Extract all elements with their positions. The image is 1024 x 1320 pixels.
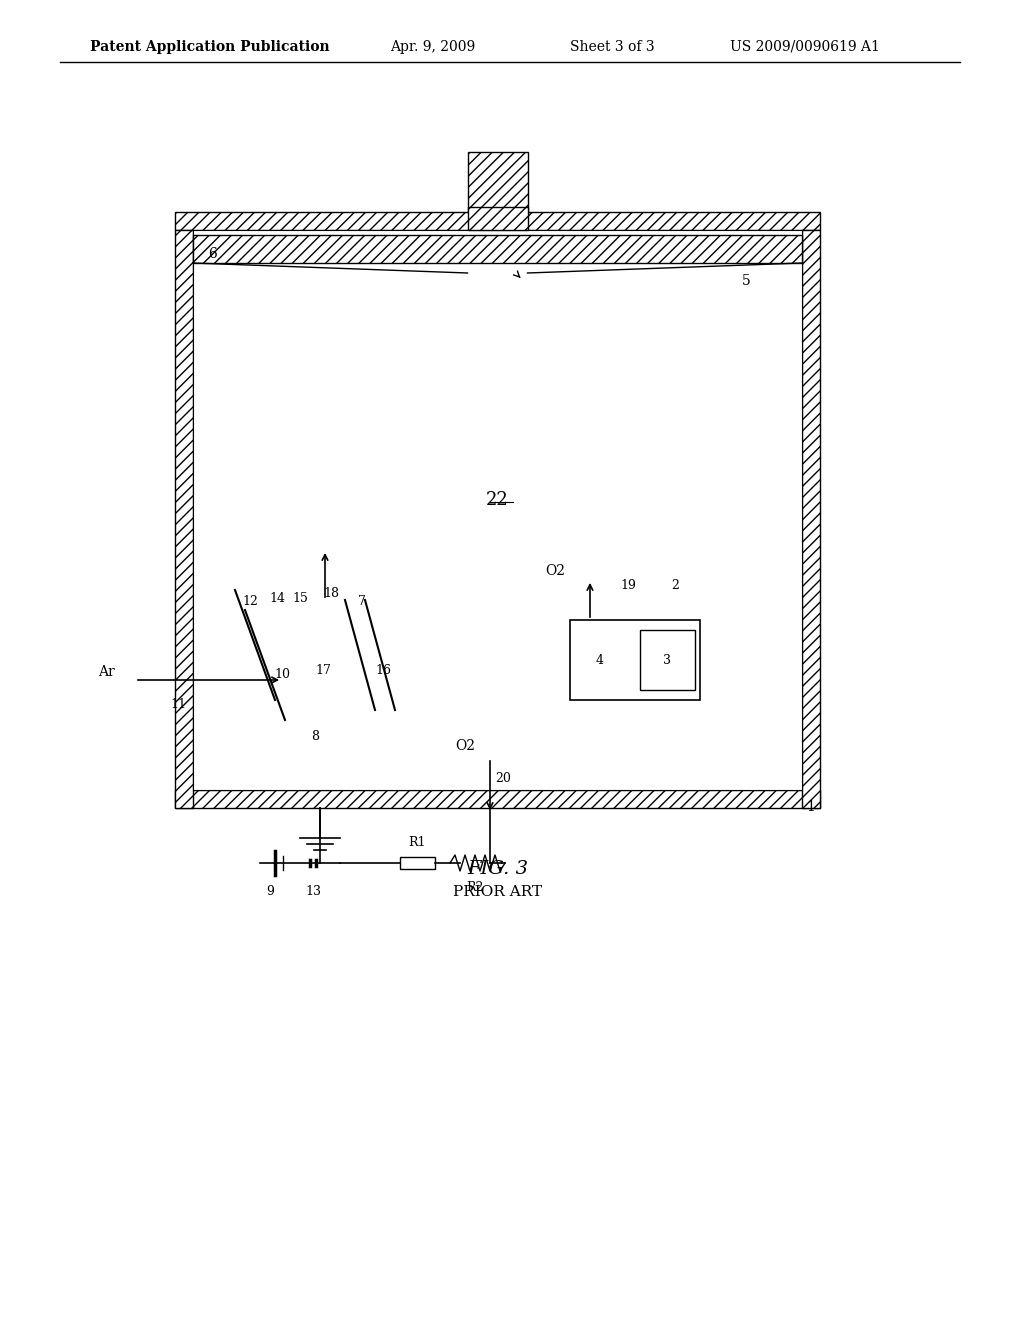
FancyBboxPatch shape: [348, 610, 366, 635]
Text: Patent Application Publication: Patent Application Publication: [90, 40, 330, 54]
FancyBboxPatch shape: [570, 620, 700, 700]
Text: 10: 10: [274, 668, 290, 681]
FancyBboxPatch shape: [468, 152, 527, 213]
Text: 19: 19: [620, 579, 636, 591]
FancyBboxPatch shape: [175, 213, 820, 230]
FancyBboxPatch shape: [175, 789, 820, 808]
FancyBboxPatch shape: [468, 207, 527, 230]
FancyBboxPatch shape: [802, 230, 820, 808]
Text: 9: 9: [266, 884, 274, 898]
FancyBboxPatch shape: [175, 230, 193, 808]
Text: 4: 4: [596, 653, 604, 667]
Text: R1: R1: [409, 836, 426, 849]
Text: 12: 12: [242, 595, 258, 609]
Text: 3: 3: [664, 653, 672, 667]
FancyBboxPatch shape: [308, 612, 330, 632]
Text: 20: 20: [495, 771, 511, 784]
Text: 7: 7: [358, 595, 366, 609]
Text: 11: 11: [170, 698, 186, 711]
FancyBboxPatch shape: [270, 610, 288, 635]
Text: 2: 2: [671, 579, 679, 591]
Text: 1: 1: [806, 800, 815, 814]
Text: R2: R2: [466, 880, 483, 894]
Text: 13: 13: [305, 884, 321, 898]
Text: 14: 14: [269, 591, 285, 605]
Text: O2: O2: [455, 739, 475, 752]
FancyBboxPatch shape: [400, 857, 435, 869]
Text: Apr. 9, 2009: Apr. 9, 2009: [390, 40, 475, 54]
Text: 18: 18: [323, 587, 339, 601]
Text: US 2009/0090619 A1: US 2009/0090619 A1: [730, 40, 880, 54]
Text: Sheet 3 of 3: Sheet 3 of 3: [570, 40, 654, 54]
FancyBboxPatch shape: [193, 235, 802, 263]
FancyBboxPatch shape: [193, 230, 802, 789]
Text: 5: 5: [742, 275, 751, 288]
FancyBboxPatch shape: [640, 630, 695, 690]
Text: 17: 17: [315, 664, 331, 676]
Text: 16: 16: [375, 664, 391, 676]
Text: 22: 22: [486, 491, 509, 510]
Text: Ar: Ar: [98, 665, 115, 678]
Text: 15: 15: [292, 591, 308, 605]
Text: 6: 6: [208, 247, 217, 261]
Text: O2: O2: [545, 564, 565, 578]
Text: FIG. 3: FIG. 3: [467, 861, 528, 878]
Text: PRIOR ART: PRIOR ART: [453, 884, 542, 899]
Text: 8: 8: [311, 730, 319, 743]
